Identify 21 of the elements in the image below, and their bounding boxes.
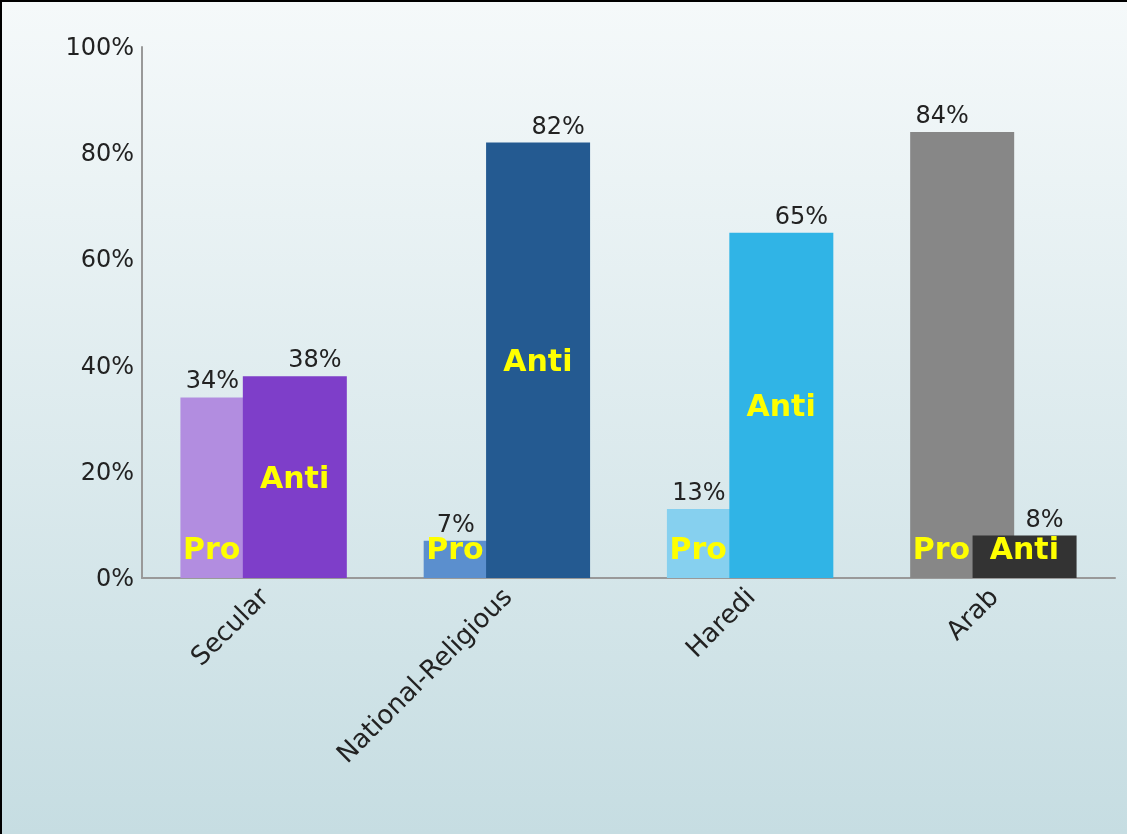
data-label: 8% [1025,504,1064,533]
data-label: 34% [185,366,240,395]
text: Pro [912,530,971,566]
series-label: Anti [989,530,1059,566]
data-label: 82% [531,111,585,140]
y-tick-label: 20% [80,457,134,486]
y-tick-label: 100% [65,33,134,61]
y-tick-label: 0% [95,564,134,592]
y-tick-label: 60% [80,245,134,274]
data-label: 7% [436,509,475,538]
data-label: 65% [774,201,828,230]
data-label: 13% [672,477,726,506]
data-label: 38% [288,345,342,374]
series-label: Pro [182,530,241,566]
text: Anti [746,387,816,423]
y-tick-label: 80% [80,139,134,168]
y-tick-label: 40% [80,351,134,380]
text: Anti [260,459,330,495]
text: Pro [669,530,727,566]
text: Anti [503,342,573,378]
data-label: 84% [915,100,969,129]
